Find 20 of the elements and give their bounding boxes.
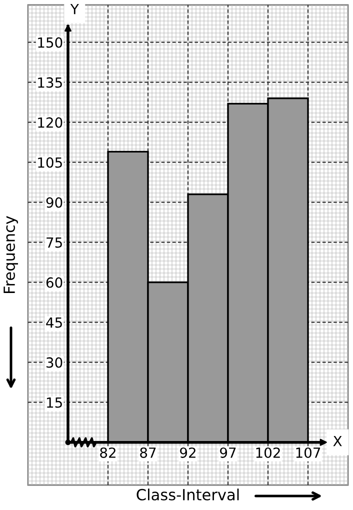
y-tick-label: 90 bbox=[46, 197, 62, 208]
x-tick-label: 87 bbox=[140, 447, 156, 458]
y-axis-title: Frequency bbox=[4, 216, 18, 293]
x-tick-label: 97 bbox=[220, 447, 236, 458]
x-tick-label: 102 bbox=[256, 447, 280, 458]
y-tick-label: 150 bbox=[38, 37, 62, 48]
annotation: Y bbox=[70, 4, 79, 14]
y-tick-label: 120 bbox=[38, 117, 62, 128]
y-tick-label: 30 bbox=[46, 357, 62, 368]
y-tick-label: 15 bbox=[46, 397, 62, 408]
annotation: X bbox=[333, 436, 342, 446]
y-tick-label: 75 bbox=[46, 237, 62, 248]
y-tick-label: 60 bbox=[46, 277, 62, 288]
x-tick-label: 82 bbox=[100, 447, 116, 458]
y-tick-label: 135 bbox=[38, 77, 62, 88]
x-tick-label: 92 bbox=[180, 447, 196, 458]
y-tick-label: 45 bbox=[46, 317, 62, 328]
x-tick-label: 107 bbox=[296, 447, 320, 458]
y-tick-label: 105 bbox=[38, 157, 62, 168]
x-axis-title: Class-Interval bbox=[136, 488, 239, 500]
